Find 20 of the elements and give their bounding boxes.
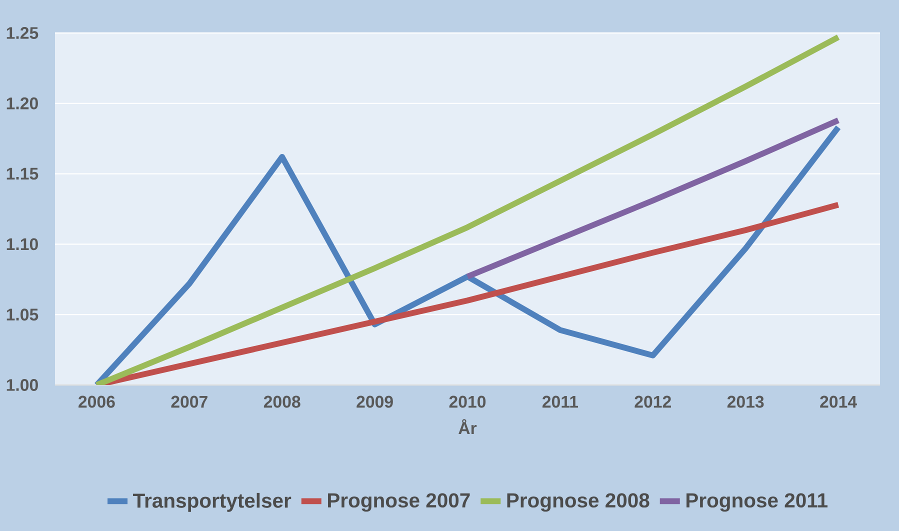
legend-label: Transportytelser (133, 492, 292, 512)
legend-label: Prognose 2008 (507, 493, 650, 512)
legend-label: Prognose 2011 (686, 493, 828, 512)
x-tick-label: 2009 (356, 396, 393, 408)
y-tick-label: 1.20 (6, 97, 38, 110)
y-tick-label: 1.00 (6, 379, 38, 391)
y-tick-label: 1.25 (6, 27, 38, 39)
x-tick-label: 2007 (171, 396, 208, 408)
legend-label: Prognose 2007 (328, 493, 470, 512)
y-tick-label: 1.10 (6, 238, 38, 250)
y-tick-label: 1.05 (6, 308, 38, 321)
x-axis-title: År (458, 419, 477, 434)
x-tick-label: 2008 (264, 396, 300, 408)
x-tick-label: 2006 (78, 396, 115, 408)
y-tick-label: 1.15 (6, 168, 38, 180)
x-tick-label: 2014 (820, 396, 857, 408)
x-tick-label: 2011 (542, 396, 578, 408)
x-tick-label: 2013 (727, 396, 764, 408)
x-tick-label: 2012 (634, 396, 671, 408)
x-tick-label: 2010 (449, 396, 486, 408)
